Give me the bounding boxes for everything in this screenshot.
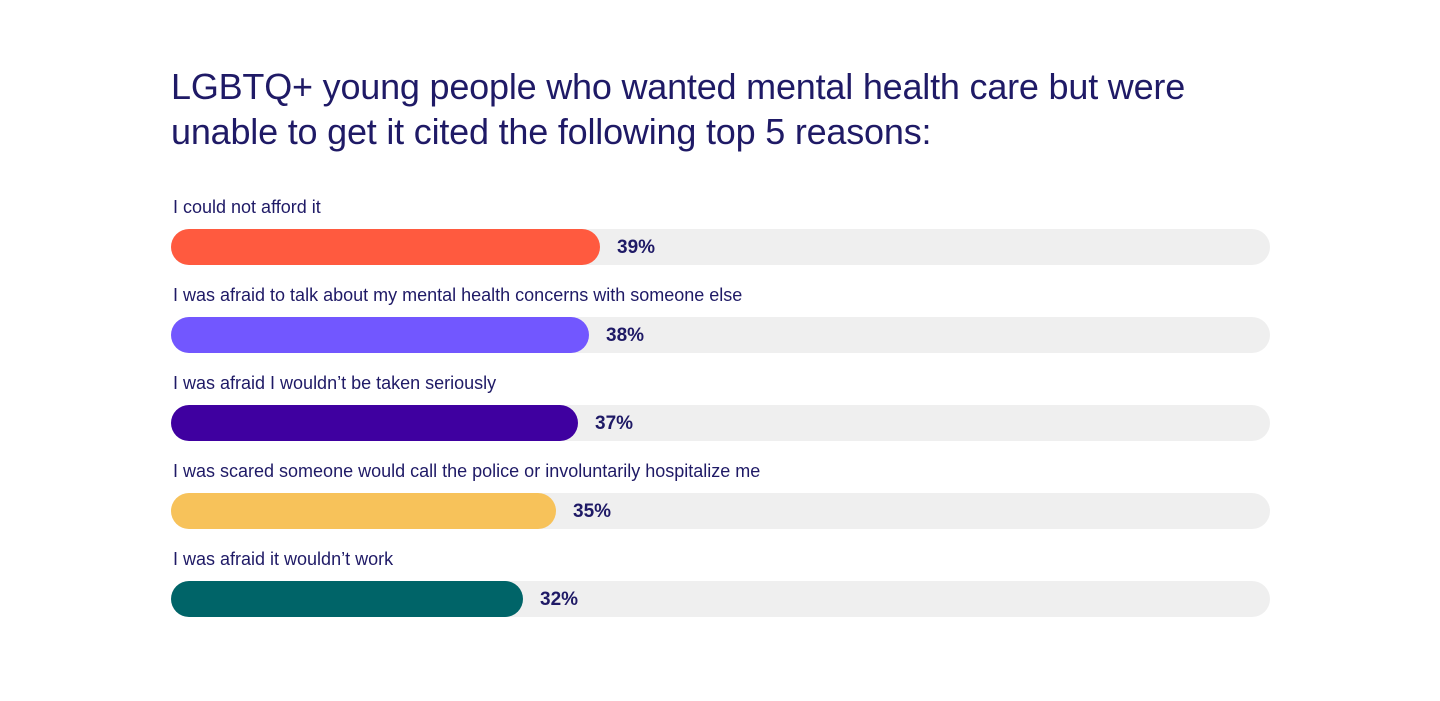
bar-row: I was afraid it wouldn’t work 32% xyxy=(171,544,1270,632)
category-label: I was scared someone would call the poli… xyxy=(173,461,761,481)
bar-row: I was afraid to talk about my mental hea… xyxy=(171,280,1270,368)
category-label: I was afraid it wouldn’t work xyxy=(173,549,394,569)
chart-title: LGBTQ+ young people who wanted mental he… xyxy=(171,66,1186,152)
value-label: 38% xyxy=(606,325,645,346)
chart: LGBTQ+ young people who wanted mental he… xyxy=(171,64,1270,617)
bar-track xyxy=(171,317,1270,353)
value-label: 37% xyxy=(595,413,634,434)
bar-row: I was scared someone would call the poli… xyxy=(171,456,1270,544)
category-label: I was afraid I wouldn’t be taken serious… xyxy=(173,373,497,393)
bar-row: I could not afford it 39% xyxy=(171,192,1270,280)
bar-track xyxy=(171,493,1270,529)
bar-rows: I could not afford it 39% I was afraid to … xyxy=(171,192,1270,632)
bar-track xyxy=(171,581,1270,617)
bar xyxy=(171,317,589,353)
bar-row: I was afraid I wouldn’t be taken serious… xyxy=(171,368,1270,456)
bar xyxy=(171,581,523,617)
value-label: 39% xyxy=(617,237,656,258)
bar xyxy=(171,493,556,529)
value-label: 35% xyxy=(573,501,612,522)
bar xyxy=(171,405,578,441)
bar xyxy=(171,229,600,265)
category-label: I could not afford it xyxy=(173,197,321,217)
category-label: I was afraid to talk about my mental hea… xyxy=(173,285,743,305)
value-label: 32% xyxy=(540,589,579,610)
bar-track xyxy=(171,229,1270,265)
bar-track xyxy=(171,405,1270,441)
